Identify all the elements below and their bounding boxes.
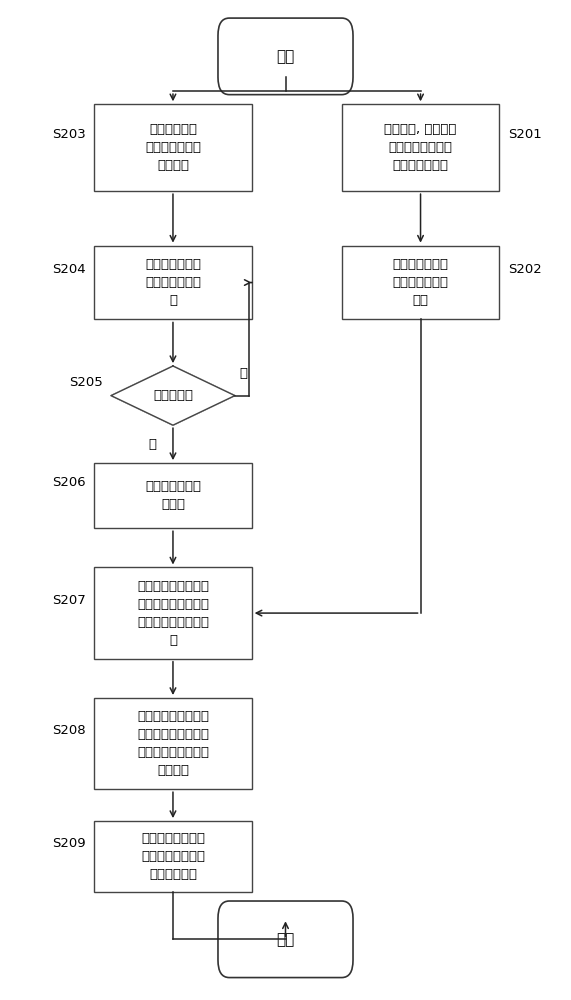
Text: 否: 否 [239,367,247,380]
Text: 等待接收客户端
的单点定位的数
据: 等待接收客户端 的单点定位的数 据 [145,258,201,307]
Bar [94,698,252,789]
Text: 解析客户端上传
的数据: 解析客户端上传 的数据 [145,480,201,511]
Text: 连接基站, 接收各基
站发送的伪距观测
信息和导航信息: 连接基站, 接收各基 站发送的伪距观测 信息和导航信息 [384,123,457,172]
Bar [342,104,499,191]
Text: 结束: 结束 [276,932,295,947]
Bar [94,246,252,319]
Polygon shape [111,366,235,425]
Text: S209: S209 [52,837,86,850]
FancyBboxPatch shape [218,901,353,978]
Bar [94,104,252,191]
Text: 核对用户登录
信息，和客户端
建立连接: 核对用户登录 信息，和客户端 建立连接 [145,123,201,172]
Text: S202: S202 [508,263,541,276]
Text: S205: S205 [69,376,103,389]
Text: S203: S203 [52,128,86,141]
Text: 将收到的差分基
站的数据解析并
保存: 将收到的差分基 站的数据解析并 保存 [392,258,449,307]
Bar [94,463,252,528]
Text: 将定位信息改正数
和修正卫星集数据
传送给客户端: 将定位信息改正数 和修正卫星集数据 传送给客户端 [141,832,205,881]
Text: 是: 是 [148,438,156,451]
Text: 根据基准参考基站的
数据解算客户端的位
置坐标改正数以及修
正卫星集: 根据基准参考基站的 数据解算客户端的位 置坐标改正数以及修 正卫星集 [137,710,209,777]
Bar [342,246,499,319]
FancyBboxPatch shape [218,18,353,95]
Bar [94,821,252,892]
Bar [94,567,252,659]
Text: S206: S206 [52,476,86,489]
Text: S207: S207 [52,594,86,607]
Text: 根据收到的客户端定
位信息和差分基站的
数据选择基准参考基
站: 根据收到的客户端定 位信息和差分基站的 数据选择基准参考基 站 [137,580,209,647]
Text: S201: S201 [508,128,541,141]
Text: S204: S204 [52,263,86,276]
Text: S208: S208 [52,724,86,737]
Text: 开始: 开始 [276,49,295,64]
Text: 是否有数据: 是否有数据 [153,389,193,402]
